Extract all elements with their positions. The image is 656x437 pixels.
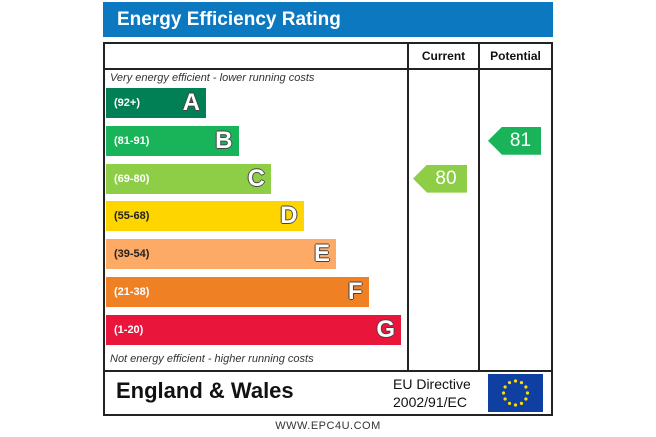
- band-c: (69-80) C: [106, 163, 271, 194]
- current-column-header: Current: [421, 49, 466, 63]
- eu-star-icon: [525, 391, 530, 395]
- band-range-label: (81-91): [114, 134, 150, 147]
- eu-star-icon: [519, 381, 524, 385]
- top-note: Very energy efficient - lower running co…: [110, 72, 315, 84]
- rating-frame: [103, 42, 553, 416]
- eu-star-icon: [513, 379, 518, 383]
- band-letter: A: [182, 89, 200, 116]
- band-a: (92+) A: [106, 88, 206, 118]
- band-e: (39-54) E: [106, 239, 336, 270]
- eu-star-icon: [501, 391, 506, 395]
- band-letter: G: [376, 315, 395, 343]
- eu-star-icon: [503, 385, 507, 389]
- band-letter: C: [247, 164, 265, 192]
- potential-column-header: Potential: [490, 49, 541, 63]
- band-range-label: (69-80): [114, 172, 150, 185]
- eu-star-icon: [503, 397, 507, 401]
- eu-star-icon: [513, 403, 518, 407]
- current-column-divider: [407, 42, 409, 372]
- bottom-note: Not energy efficient - higher running co…: [110, 353, 314, 365]
- band-range-label: (55-68): [114, 210, 150, 223]
- eu-star-icon: [524, 385, 528, 389]
- band-range-label: (39-54): [114, 248, 150, 261]
- band-g: (1-20) G: [106, 314, 401, 345]
- directive-line-2: 2002/91/EC: [393, 394, 467, 410]
- band-b: (81-91) B: [106, 125, 239, 156]
- website-label: WWW.EPC4U.COM: [275, 420, 381, 432]
- band-letter: B: [215, 126, 233, 154]
- band-letter: D: [280, 202, 298, 230]
- band-range-label: (1-20): [114, 323, 144, 336]
- eu-star-icon: [519, 401, 524, 405]
- band-d: (55-68) D: [106, 201, 304, 232]
- eu-star-icon: [507, 401, 512, 405]
- directive-line-1: EU Directive: [393, 376, 471, 392]
- band-range-label: (92+): [114, 97, 140, 109]
- band-f: (21-38) F: [106, 277, 369, 307]
- potential-column-divider: [478, 42, 480, 372]
- band-letter: F: [347, 278, 363, 305]
- country-label: England & Wales: [116, 378, 294, 403]
- footer-divider: [103, 370, 553, 372]
- band-letter: E: [313, 240, 330, 268]
- header-divider: [103, 68, 553, 70]
- eu-star-icon: [524, 397, 528, 401]
- title-bar: Energy Efficiency Rating: [103, 2, 553, 37]
- eu-flag-icon: [488, 374, 543, 412]
- eu-star-icon: [507, 381, 512, 385]
- chart-title: Energy Efficiency Rating: [117, 9, 341, 30]
- band-range-label: (21-38): [114, 286, 150, 298]
